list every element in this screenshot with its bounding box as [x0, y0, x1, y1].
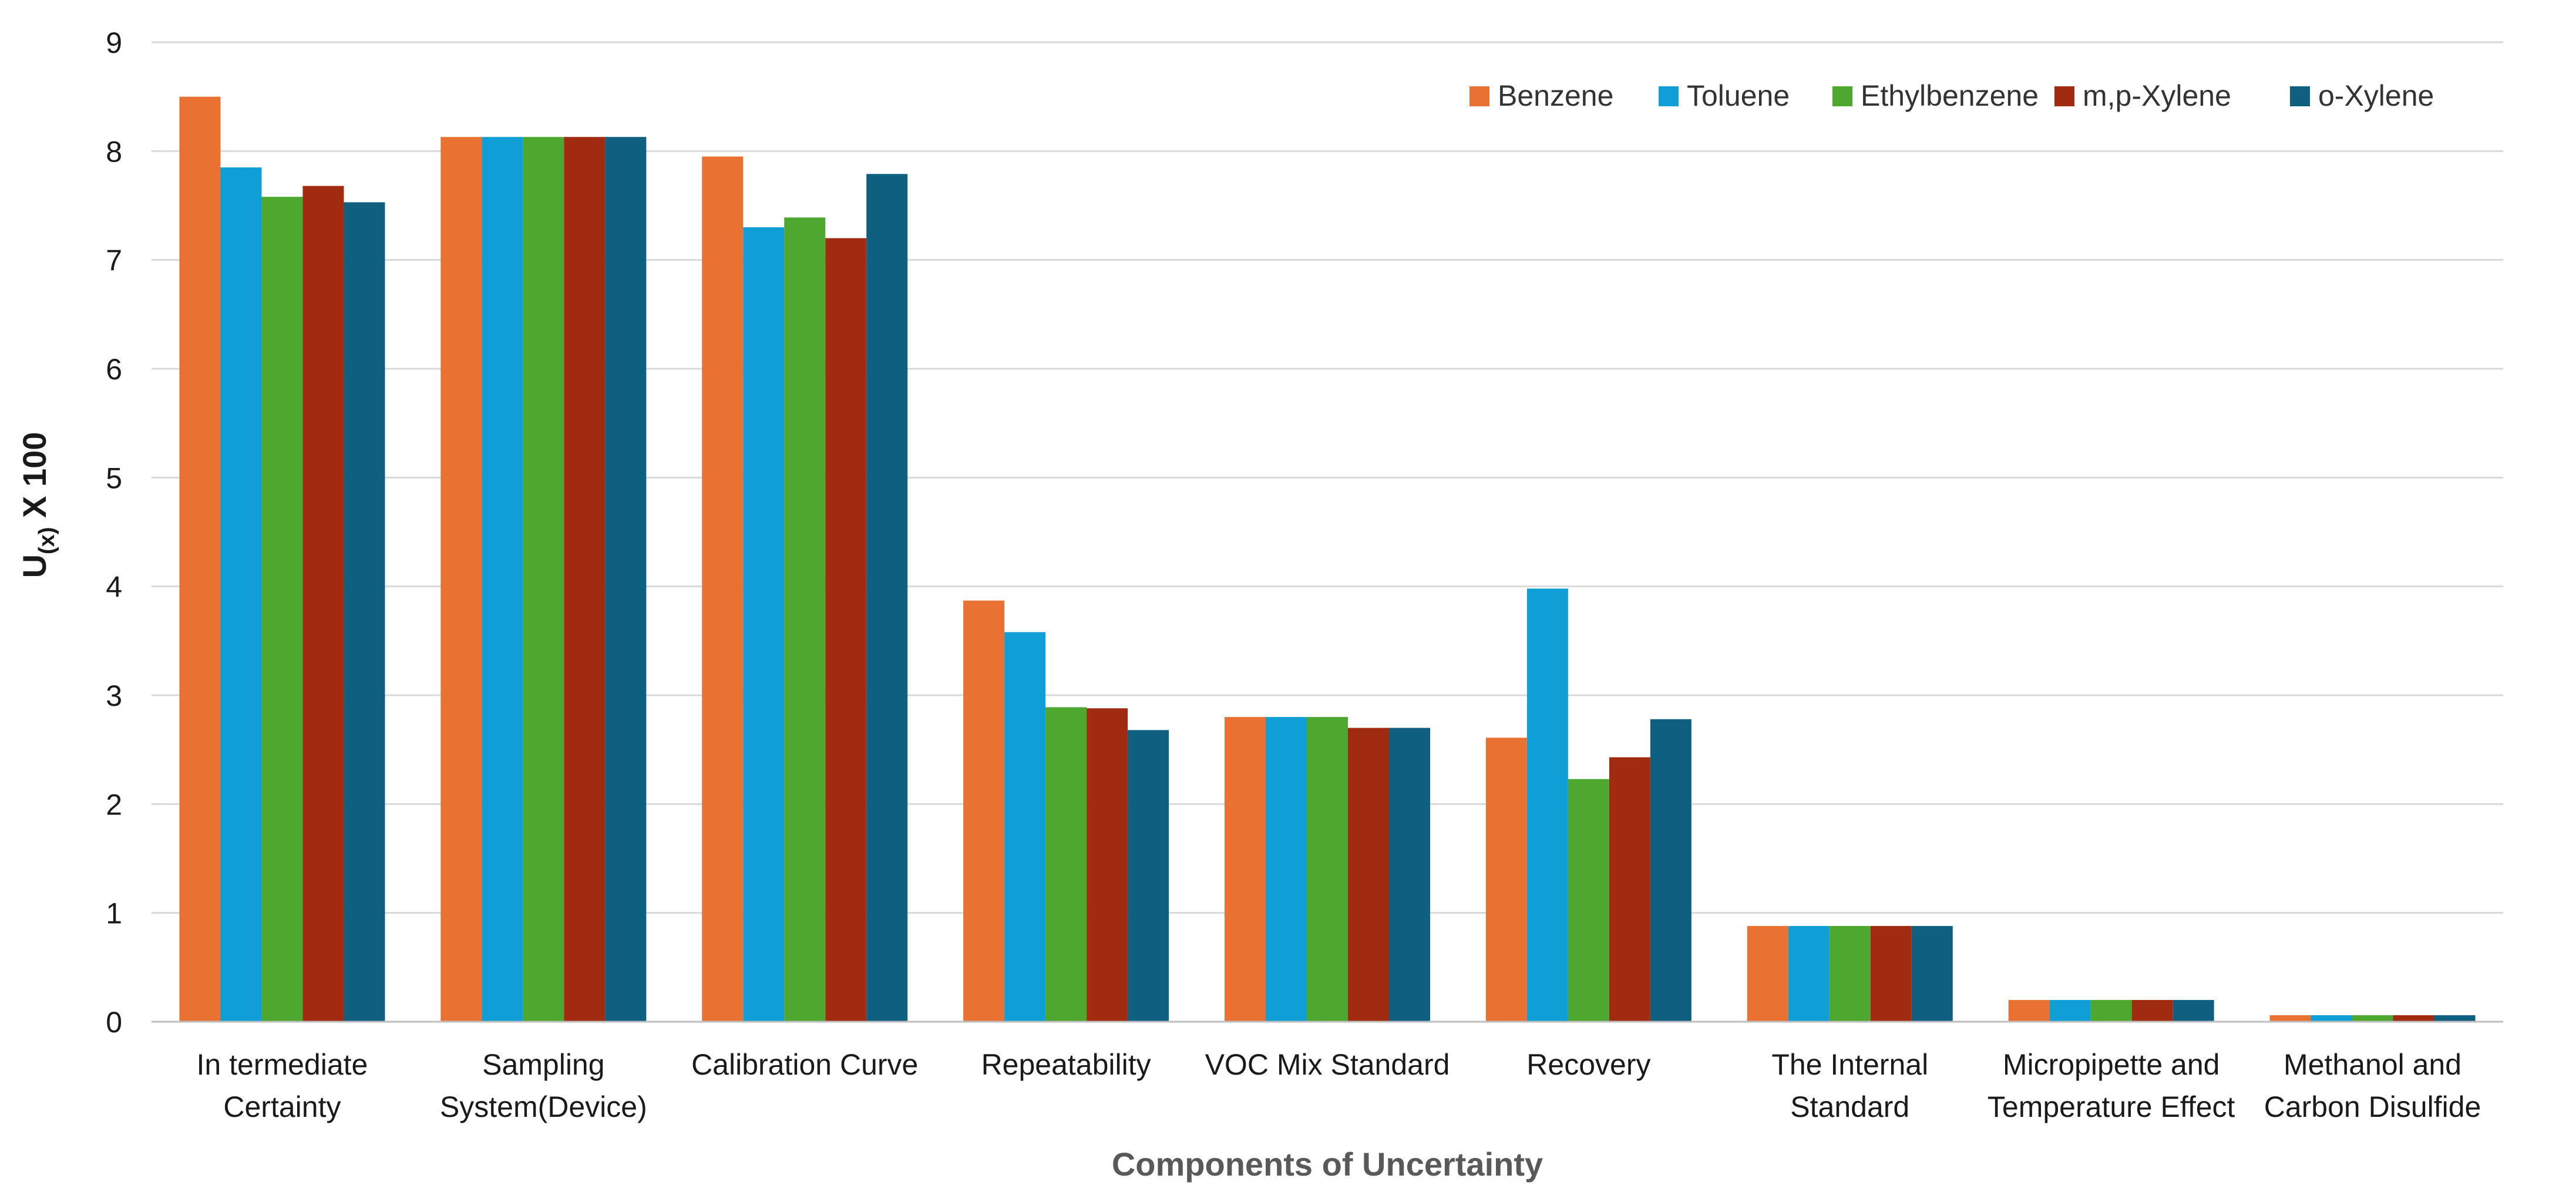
- x-category-label: In termediate Certainty: [197, 1048, 368, 1123]
- bar: [784, 217, 826, 1022]
- bar: [1225, 717, 1266, 1022]
- x-category-label-line: Micropipette and: [2003, 1048, 2220, 1081]
- x-category-label: Recovery: [1526, 1048, 1650, 1081]
- x-category-label: Micropipette and Temperature Effect: [1988, 1048, 2235, 1123]
- bar: [344, 202, 385, 1022]
- bar: [2352, 1015, 2393, 1022]
- bar: [1870, 925, 1912, 1022]
- legend-label: m,p-Xylene: [2083, 79, 2231, 112]
- y-axis-title: U(x) X 100: [16, 432, 59, 578]
- x-category-label-line: Standard: [1790, 1090, 1909, 1123]
- bar: [261, 197, 303, 1022]
- bar: [1568, 779, 1609, 1022]
- bar: [523, 137, 564, 1022]
- bar: [2173, 999, 2214, 1022]
- bar: [2434, 1015, 2476, 1022]
- bar: [2049, 999, 2091, 1022]
- bar: [1128, 730, 1169, 1022]
- x-category-label: VOC Mix Standard: [1205, 1048, 1450, 1081]
- x-category-label-line: System(Device): [440, 1090, 647, 1123]
- bar: [1747, 925, 1788, 1022]
- y-tick-label: 5: [106, 462, 122, 494]
- legend-label: Ethylbenzene: [1861, 79, 2039, 112]
- x-category-label: The Internal Standard: [1771, 1048, 1928, 1123]
- x-category-label: Methanol and Carbon Disulfide: [2264, 1048, 2481, 1123]
- x-category-label-line: Certainty: [223, 1090, 341, 1123]
- x-category-label-line: Sampling: [482, 1048, 604, 1081]
- bar: [1650, 719, 1691, 1022]
- legend-label: Benzene: [1498, 79, 1613, 112]
- legend-label: o-Xylene: [2318, 79, 2434, 112]
- bars: [179, 96, 2476, 1022]
- bar: [1485, 738, 1527, 1022]
- y-tick-label: 3: [106, 679, 122, 712]
- bar: [302, 186, 344, 1022]
- x-category-label-line: Repeatability: [981, 1048, 1151, 1081]
- bar: [2269, 1015, 2311, 1022]
- x-category-label-line: Carbon Disulfide: [2264, 1090, 2481, 1123]
- bar: [2090, 999, 2132, 1022]
- legend: Benzene Toluene Ethylbenzene m,p-Xylene o-Xy…: [1469, 79, 2434, 112]
- legend-swatch: [1469, 86, 1489, 106]
- bar: [2008, 999, 2050, 1022]
- x-category-label-line: In termediate: [197, 1048, 368, 1081]
- x-category-label-line: The Internal: [1771, 1048, 1928, 1081]
- bar: [179, 96, 221, 1022]
- x-category-label: Sampling System(Device): [440, 1048, 647, 1123]
- bar: [1266, 717, 1307, 1022]
- y-tick-label: 8: [106, 135, 122, 168]
- x-category-label-line: Recovery: [1526, 1048, 1650, 1081]
- y-axis-title-subscript: (x): [35, 527, 59, 554]
- legend-swatch: [1659, 86, 1679, 106]
- x-axis-title: Components of Uncertainty: [1112, 1146, 1543, 1183]
- legend-swatch: [2290, 86, 2310, 106]
- x-category-label: Repeatability: [981, 1048, 1151, 1081]
- bar: [2393, 1015, 2434, 1022]
- bar: [1829, 925, 1871, 1022]
- bar: [2131, 999, 2173, 1022]
- bar: [1307, 717, 1348, 1022]
- x-category-label: Calibration Curve: [691, 1048, 918, 1081]
- bar: [1004, 632, 1046, 1022]
- bar: [1911, 925, 1953, 1022]
- bar: [482, 137, 523, 1022]
- bar: [220, 167, 262, 1022]
- y-tick-label: 9: [106, 26, 122, 59]
- bar: [963, 600, 1005, 1022]
- bar: [2311, 1015, 2352, 1022]
- bar: [743, 227, 785, 1022]
- x-axis-category-labels: In termediate Certainty Sampling System(Dev…: [197, 1048, 2481, 1123]
- y-tick-label: 2: [106, 788, 122, 821]
- bar: [1348, 728, 1389, 1022]
- bar: [1045, 707, 1087, 1022]
- bar: [1609, 757, 1650, 1022]
- bar: [1389, 728, 1430, 1022]
- y-tick-label: 6: [106, 353, 122, 386]
- bar: [440, 137, 482, 1022]
- y-axis-title-suffix: X 100: [16, 432, 53, 527]
- legend-swatch: [2054, 86, 2074, 106]
- y-tick-label: 1: [106, 897, 122, 930]
- x-category-label-line: Methanol and: [2284, 1048, 2461, 1081]
- bar: [825, 238, 867, 1022]
- bar: [605, 137, 647, 1022]
- bar: [564, 137, 606, 1022]
- bar: [866, 174, 908, 1022]
- bar: [702, 156, 744, 1022]
- y-axis-tick-labels: 0 1 2 3 4 5 6 7 8 9: [106, 26, 122, 1039]
- x-category-label-line: Calibration Curve: [691, 1048, 918, 1081]
- y-tick-label: 0: [106, 1006, 122, 1039]
- bar: [1087, 708, 1128, 1022]
- legend-label: Toluene: [1687, 79, 1790, 112]
- y-axis-title-main: U: [16, 554, 53, 578]
- x-category-label-line: VOC Mix Standard: [1205, 1048, 1450, 1081]
- legend-swatch: [1832, 86, 1852, 106]
- bar: [1788, 925, 1830, 1022]
- bar: [1526, 588, 1568, 1022]
- x-category-label-line: Temperature Effect: [1988, 1090, 2235, 1123]
- y-tick-label: 4: [106, 571, 122, 604]
- y-tick-label: 7: [106, 244, 122, 277]
